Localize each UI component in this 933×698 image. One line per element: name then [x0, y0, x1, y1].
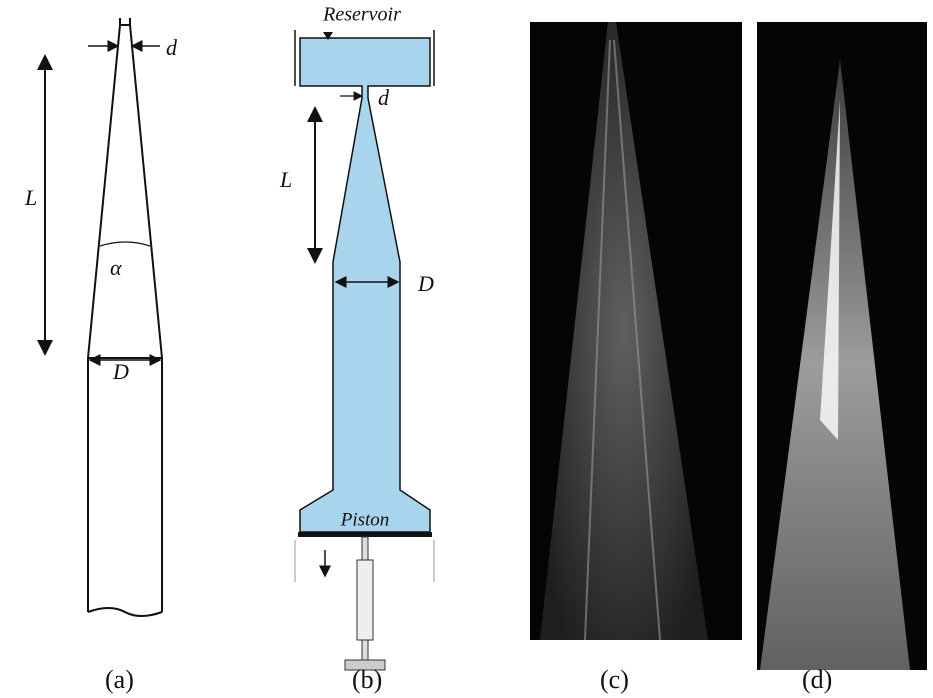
panel-a: d L α D (a) — [24, 18, 178, 694]
panel-b: Reservoir d L D Piston (b) — [279, 4, 434, 694]
label: d — [378, 85, 390, 110]
tube-outline — [88, 25, 162, 616]
label: D — [417, 271, 434, 296]
figure: d L α D (a) Reservoir d L D Piston (b) (… — [0, 0, 933, 698]
label: L — [24, 185, 37, 210]
label: D — [112, 359, 129, 384]
piston — [298, 532, 432, 537]
panel-c: (c) — [530, 22, 742, 694]
fluid — [300, 38, 430, 532]
label: Reservoir — [322, 4, 401, 26]
caption: (a) — [105, 665, 134, 694]
label: Piston — [340, 509, 390, 530]
panel-d: (d) — [757, 22, 927, 694]
caption: (c) — [600, 665, 629, 694]
label: α — [110, 255, 122, 280]
tube-inlet — [120, 18, 130, 25]
label: L — [279, 167, 292, 192]
caption: (d) — [802, 665, 832, 694]
actuator — [357, 560, 373, 640]
label: d — [166, 35, 178, 60]
caption: (b) — [352, 665, 382, 694]
angle-arc — [100, 242, 150, 246]
